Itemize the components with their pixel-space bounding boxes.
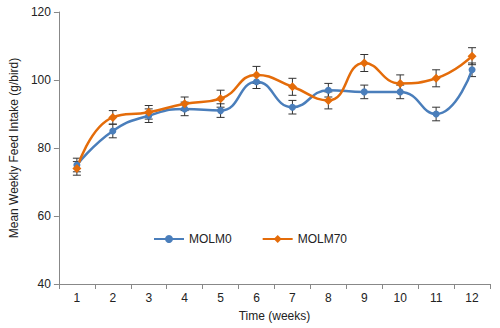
svg-text:80: 80: [38, 141, 52, 155]
svg-text:2: 2: [109, 291, 116, 305]
svg-text:60: 60: [38, 209, 52, 223]
svg-text:Mean Weekly Feed Intake (g/bir: Mean Weekly Feed Intake (g/bird): [7, 58, 21, 239]
svg-text:10: 10: [394, 291, 408, 305]
svg-text:40: 40: [38, 277, 52, 291]
svg-text:7: 7: [289, 291, 296, 305]
svg-text:4: 4: [181, 291, 188, 305]
svg-text:5: 5: [217, 291, 224, 305]
svg-text:1: 1: [74, 291, 81, 305]
svg-text:MOLM0: MOLM0: [189, 232, 232, 246]
svg-text:Time (weeks): Time (weeks): [239, 309, 311, 323]
svg-text:9: 9: [361, 291, 368, 305]
svg-text:100: 100: [31, 73, 51, 87]
svg-text:6: 6: [253, 291, 260, 305]
svg-text:12: 12: [465, 291, 479, 305]
svg-text:120: 120: [31, 5, 51, 19]
svg-text:3: 3: [145, 291, 152, 305]
svg-text:11: 11: [430, 291, 443, 305]
svg-text:8: 8: [325, 291, 332, 305]
svg-text:MOLM70: MOLM70: [298, 232, 348, 246]
